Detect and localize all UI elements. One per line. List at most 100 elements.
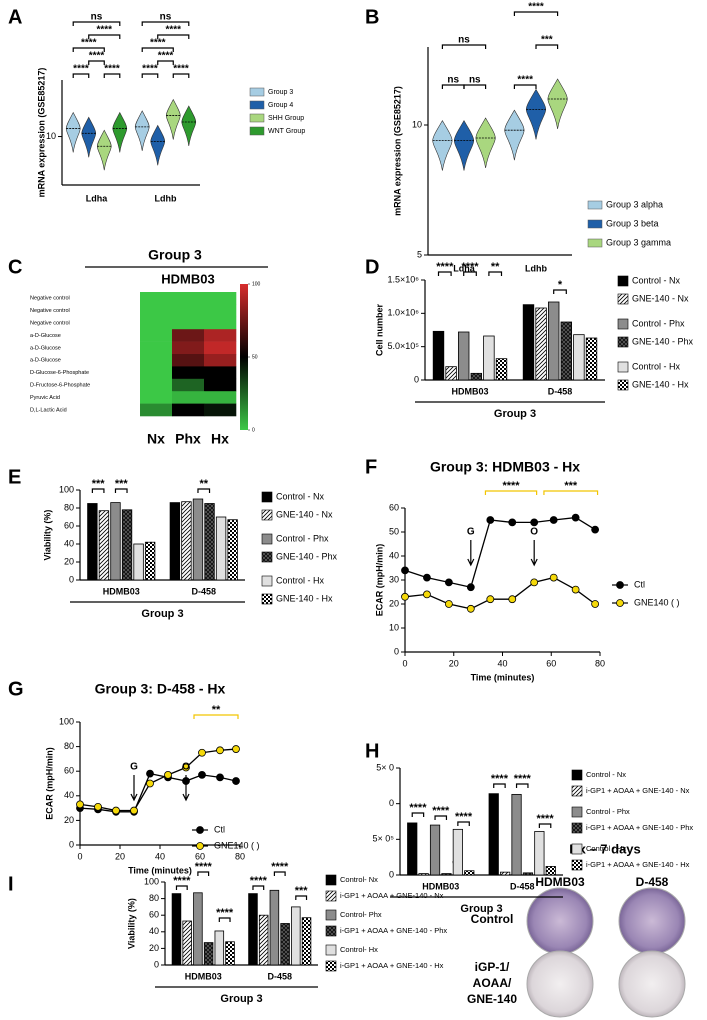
bar bbox=[545, 866, 556, 876]
heatmap-cell bbox=[172, 329, 205, 342]
chart-subtitle: HDMB03 bbox=[161, 271, 214, 286]
legend-swatch bbox=[571, 806, 583, 818]
significance-bracket bbox=[157, 34, 190, 39]
y-tick-label: 20 bbox=[64, 556, 74, 566]
significance-bracket bbox=[463, 84, 487, 89]
legend-swatch bbox=[325, 890, 337, 902]
heatmap-cell bbox=[172, 341, 205, 355]
x-tick-label: Ldha bbox=[86, 193, 108, 203]
violin bbox=[547, 78, 568, 130]
significance-label: **** bbox=[436, 261, 454, 273]
significance-bracket bbox=[193, 714, 239, 719]
significance-label: **** bbox=[528, 2, 544, 13]
significance-label: ns bbox=[447, 75, 459, 86]
legend-swatch bbox=[325, 960, 337, 972]
significance-bracket bbox=[72, 73, 90, 78]
heatmap-cell bbox=[172, 316, 205, 330]
bar bbox=[441, 873, 452, 876]
legend-label: Control - Phx bbox=[586, 807, 630, 816]
significance-bracket bbox=[295, 895, 308, 900]
bar bbox=[511, 793, 522, 876]
bar bbox=[227, 519, 238, 581]
injection-label: O bbox=[530, 527, 538, 538]
y-tick-label: 40 bbox=[149, 926, 159, 936]
significance-label: **** bbox=[491, 773, 509, 785]
legend-swatch bbox=[261, 491, 273, 503]
injection-label: G bbox=[467, 527, 475, 538]
y-tick-label: 10 bbox=[412, 119, 422, 129]
significance-label: ** bbox=[199, 478, 208, 490]
y-tick-label: 0 bbox=[69, 839, 74, 849]
data-point bbox=[549, 516, 558, 524]
legend-swatch bbox=[571, 769, 583, 781]
y-tick-label: 60 bbox=[64, 520, 74, 530]
heatmap-cell bbox=[140, 329, 173, 342]
x-tick-label: 20 bbox=[115, 851, 125, 861]
significance-label: **** bbox=[165, 25, 181, 36]
data-point bbox=[530, 578, 539, 587]
data-point bbox=[182, 763, 190, 772]
row-label: GNE-140 bbox=[467, 992, 517, 1006]
bar bbox=[98, 510, 110, 581]
y-tick-label: 60 bbox=[64, 766, 74, 776]
legend-swatch bbox=[617, 275, 629, 287]
significance-label: **** bbox=[173, 875, 191, 887]
bar bbox=[483, 335, 495, 381]
panel-j: J Hx – 7 days HDMB03 D-458 Control iGP-1… bbox=[452, 841, 686, 1018]
y-tick-label: 100 bbox=[144, 876, 159, 886]
legend-swatch bbox=[249, 100, 265, 110]
data-point bbox=[216, 773, 224, 782]
significance-label: *** bbox=[92, 478, 106, 490]
legend-label: i-GP1 + AOAA + GNE-140 - Phx bbox=[586, 823, 693, 832]
significance-bracket bbox=[273, 871, 286, 876]
y-tick-label: 1.5×10⁶ bbox=[388, 274, 420, 284]
significance-bracket bbox=[114, 488, 128, 493]
data-point bbox=[232, 745, 240, 753]
significance-label: **** bbox=[455, 811, 473, 823]
y-tick-label: 5× 0 bbox=[376, 762, 394, 772]
data-point bbox=[164, 770, 172, 779]
heatmap-cell bbox=[172, 366, 205, 380]
y-axis-label: mRNA expression (GSE85217) bbox=[392, 86, 402, 216]
series-line bbox=[404, 576, 596, 610]
row-label: a-D-Glucose bbox=[30, 333, 61, 339]
bar bbox=[110, 502, 121, 581]
significance-label: **** bbox=[409, 802, 427, 814]
significance-bracket bbox=[141, 73, 159, 78]
data-point bbox=[423, 590, 431, 599]
bar bbox=[470, 372, 483, 381]
heatmap-cell bbox=[172, 354, 205, 367]
heatmap-cell bbox=[204, 329, 237, 342]
significance-label: ns bbox=[91, 12, 103, 23]
row-label: D-Fructose-6-Phosphate bbox=[30, 382, 90, 388]
bar bbox=[193, 892, 203, 966]
heatmap-cell bbox=[172, 403, 205, 417]
legend-swatch bbox=[261, 509, 273, 521]
significance-label: *** bbox=[564, 480, 578, 492]
colorbar bbox=[240, 284, 248, 430]
group-label: Group 3 bbox=[460, 903, 502, 915]
y-tick-label: 20 bbox=[389, 598, 399, 608]
data-point bbox=[444, 578, 453, 587]
heatmap-cell bbox=[204, 378, 237, 392]
data-point bbox=[76, 800, 84, 809]
violin bbox=[65, 111, 81, 153]
legend-swatch bbox=[587, 219, 603, 229]
data-point bbox=[571, 513, 580, 522]
violin bbox=[150, 124, 166, 166]
legend-label: Control - Nx bbox=[276, 491, 325, 501]
legend-swatch bbox=[571, 843, 583, 855]
panel-letter: F bbox=[365, 456, 377, 478]
panel-letter: E bbox=[8, 466, 21, 488]
y-tick-label: 20 bbox=[149, 943, 159, 953]
legend-label: i-GP1 + AOAA + GNE-140 - Nx bbox=[340, 891, 444, 900]
significance-label: **** bbox=[216, 907, 234, 919]
legend-label: SHH Group bbox=[268, 115, 304, 122]
heatmap-cell bbox=[140, 391, 173, 404]
significance-label: **** bbox=[250, 875, 268, 887]
y-tick-label: 1.0×10⁶ bbox=[388, 308, 420, 318]
row-label: AOAA/ bbox=[473, 976, 512, 990]
significance-label: **** bbox=[517, 75, 533, 86]
y-tick-label: 30 bbox=[389, 574, 399, 584]
